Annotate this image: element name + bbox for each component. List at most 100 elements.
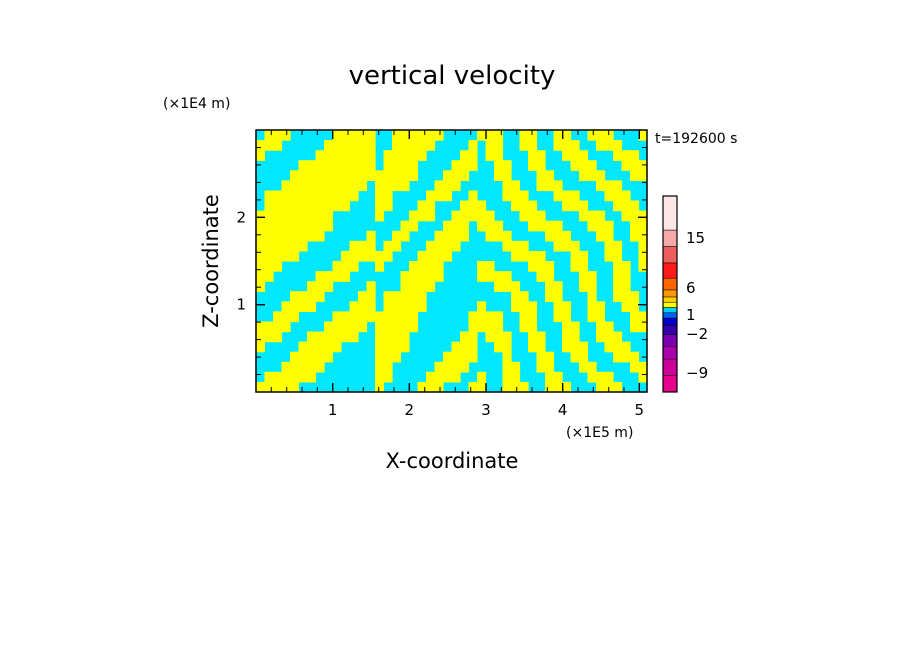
field-cell (579, 210, 589, 222)
field-cell (562, 301, 572, 312)
field-cell (281, 311, 291, 323)
field-cell (281, 301, 291, 312)
field-cell (545, 281, 555, 292)
field-cell (494, 230, 504, 242)
field-cell (358, 301, 368, 312)
field-cell (451, 230, 461, 242)
field-cell (341, 150, 351, 161)
field-cell (375, 250, 385, 262)
field-cell (468, 341, 478, 353)
field-cell (315, 281, 325, 292)
field-cell (417, 210, 427, 222)
field-cell (332, 341, 342, 353)
field-cell (613, 150, 623, 161)
field-cell (579, 160, 589, 171)
field-cell (485, 130, 495, 141)
field-cell (460, 331, 470, 343)
field-cell (383, 371, 393, 383)
field-cell (358, 311, 368, 323)
field-cell (519, 301, 529, 312)
field-cell (562, 341, 572, 353)
field-cell (332, 321, 342, 333)
field-cell (273, 321, 283, 333)
field-cell (613, 261, 623, 272)
field-cell (358, 160, 368, 171)
field-cell (375, 311, 385, 323)
field-cell (341, 140, 351, 151)
field-cell (366, 311, 376, 323)
field-cell (307, 281, 317, 292)
field-cell (460, 351, 470, 363)
field-cell (545, 220, 555, 232)
field-cell (587, 361, 597, 373)
field-cell (366, 230, 376, 242)
field-cell (621, 190, 631, 202)
time-label: t=192600 s (655, 131, 737, 147)
field-cell (570, 261, 580, 272)
field-cell (290, 291, 300, 302)
field-cell (307, 200, 317, 212)
field-cell (536, 160, 546, 171)
field-cell (273, 311, 283, 323)
field-cell (502, 281, 512, 292)
field-cell (281, 371, 291, 383)
field-cell (383, 341, 393, 353)
axis-ticks (256, 130, 647, 392)
field-cell (443, 351, 453, 363)
field-cell (477, 381, 487, 393)
field-cell (553, 281, 563, 292)
field-cell (341, 331, 351, 343)
field-cell (383, 301, 393, 312)
field-cell (349, 250, 359, 262)
field-cell (553, 301, 563, 312)
field-cell (545, 291, 555, 302)
field-cell (400, 160, 410, 171)
field-cell (349, 331, 359, 343)
field-cell (494, 331, 504, 343)
field-cell (562, 230, 572, 242)
field-cell (570, 250, 580, 262)
field-cell (502, 381, 512, 393)
field-cell (443, 371, 453, 383)
field-cell (502, 271, 512, 282)
field-cell (613, 291, 623, 302)
field-cell (400, 271, 410, 282)
field-cell (409, 271, 419, 282)
field-cell (604, 230, 614, 242)
field-cell (298, 240, 308, 252)
field-cell (400, 341, 410, 353)
field-cell (324, 200, 334, 212)
colorbar-label: −2 (686, 325, 708, 343)
field-cell (596, 220, 606, 232)
field-cell (579, 200, 589, 212)
colorbar-labels: 15 6 1−2 −9 (686, 229, 708, 382)
field-cell (494, 160, 504, 171)
field-cell (545, 371, 555, 383)
field-cell (358, 250, 368, 262)
field-cell (281, 361, 291, 373)
field-cell (349, 240, 359, 252)
field-cell (613, 281, 623, 292)
field-cell (553, 220, 563, 232)
field-cell (511, 361, 521, 373)
field-cell (485, 230, 495, 242)
field-cell (434, 130, 444, 141)
field-cell (562, 130, 572, 141)
field-cell (392, 341, 402, 353)
field-cell (417, 250, 427, 262)
field-cell (587, 271, 597, 282)
field-cell (426, 140, 436, 151)
colorbar-label: 6 (686, 279, 696, 297)
field-cell (307, 160, 317, 171)
field-cell (366, 301, 376, 312)
field-cell (400, 291, 410, 302)
field-cell (273, 190, 283, 202)
field-cell (392, 331, 402, 343)
field-cell (502, 190, 512, 202)
field-cell (562, 190, 572, 202)
field-cell (366, 140, 376, 151)
field-cell (375, 321, 385, 333)
field-cell (553, 381, 563, 393)
field-cell (545, 261, 555, 272)
plot-frame (255, 129, 648, 393)
